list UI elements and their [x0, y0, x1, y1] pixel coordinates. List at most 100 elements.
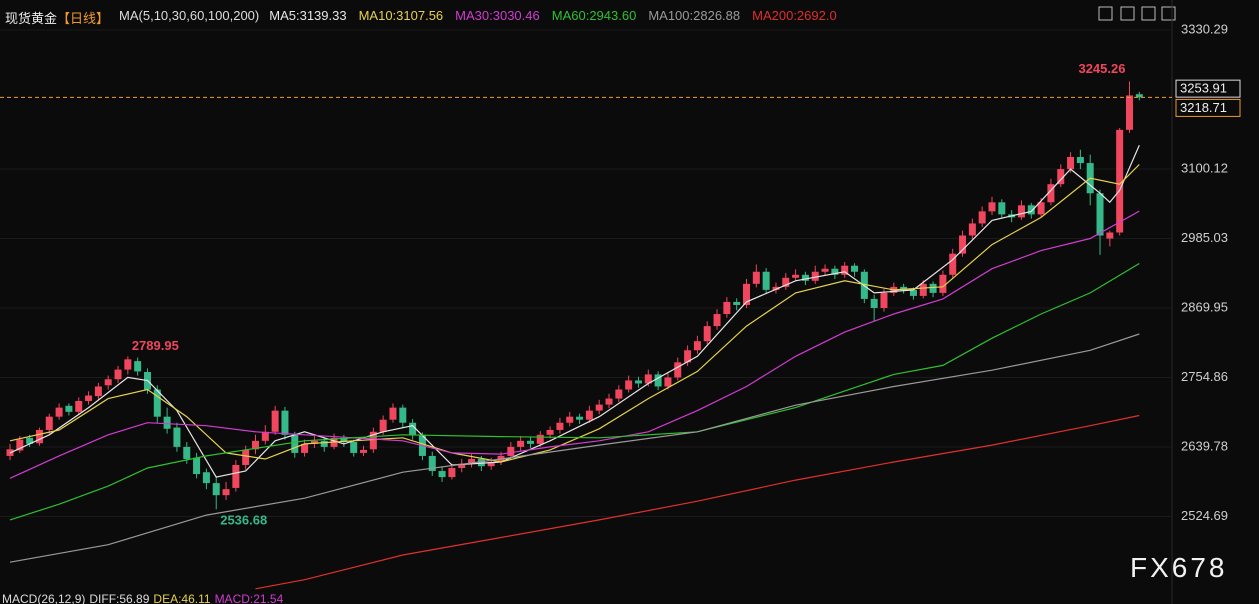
- candle-body: [900, 286, 908, 290]
- candle-body: [576, 416, 584, 420]
- watermark: FX678: [1130, 552, 1228, 583]
- candle-body: [271, 410, 279, 432]
- y-tick-label: 2754.86: [1181, 369, 1228, 384]
- candle-body: [909, 289, 917, 296]
- candle-body: [1135, 94, 1143, 98]
- candle-body: [625, 380, 633, 390]
- macd-legend: MACD(26,12,9) DIFF:56.89 DEA:46.11 MACD:21.…: [2, 592, 283, 604]
- candle-body: [173, 427, 181, 447]
- candle-body: [664, 377, 672, 387]
- candle-body: [674, 362, 682, 378]
- candle-body: [242, 449, 250, 465]
- candle-body: [153, 389, 161, 417]
- y-tick-label: 2524.69: [1181, 508, 1228, 523]
- price-marker-box: [1175, 79, 1241, 98]
- candle-body: [634, 380, 642, 384]
- candle-body: [1116, 129, 1124, 233]
- candle-body: [487, 461, 495, 467]
- candle-body: [870, 298, 878, 308]
- candle-body: [526, 440, 534, 444]
- candle-body: [566, 416, 574, 423]
- candle-body: [684, 350, 692, 363]
- candle-body: [752, 271, 760, 284]
- candle-body: [114, 369, 122, 380]
- candle-body: [1047, 184, 1055, 203]
- candle-body: [841, 265, 849, 275]
- y-tick-label: 2639.78: [1181, 438, 1228, 453]
- macd-legend-entry: DIFF:56.89: [89, 592, 150, 604]
- y-tick-label: 3100.12: [1181, 160, 1228, 175]
- instrument-title: 现货黄金: [5, 11, 58, 26]
- candle-body: [801, 274, 809, 281]
- candle-body: [939, 274, 947, 293]
- candle-body: [1067, 157, 1075, 170]
- candle-body: [1017, 205, 1025, 218]
- candle-body: [595, 404, 603, 411]
- candle-body: [134, 361, 142, 372]
- candle-body: [409, 422, 417, 435]
- candle-body: [75, 400, 83, 412]
- ma-line: [9, 210, 1140, 479]
- candle-body: [252, 440, 259, 450]
- candle-body: [605, 398, 613, 405]
- candle-body: [919, 283, 927, 296]
- candle-body: [1125, 95, 1133, 130]
- ma-line: [255, 414, 1140, 590]
- last-price-label: 3218.71: [1180, 100, 1227, 115]
- candle-body: [379, 419, 387, 432]
- candle-body: [517, 440, 525, 447]
- candle-body: [310, 440, 318, 444]
- legend-entry: MA60:2943.60: [551, 8, 637, 23]
- candle-body: [654, 374, 662, 387]
- candle-body: [399, 407, 407, 423]
- candle-body: [644, 374, 652, 384]
- legend-entry: MA200:2692.0: [752, 8, 837, 23]
- candle-body: [183, 446, 191, 459]
- macd-legend-entry: DEA:46.11: [153, 592, 211, 604]
- candle-body: [978, 211, 986, 224]
- candle-body: [124, 359, 132, 370]
- y-tick-label: 2869.95: [1181, 299, 1228, 314]
- legend-entry: MA100:2826.88: [648, 8, 741, 23]
- candle-body: [16, 439, 24, 451]
- candle-body: [222, 489, 230, 496]
- candle-body: [163, 416, 171, 429]
- extreme-label: 2789.95: [132, 338, 179, 353]
- candle-body: [369, 431, 377, 450]
- candle-body: [281, 410, 289, 435]
- candle-body: [988, 202, 996, 212]
- candle-body: [792, 274, 800, 278]
- ma-line: [9, 262, 1140, 521]
- candle-body: [831, 268, 839, 275]
- candle-body: [261, 431, 269, 441]
- candle-body: [202, 472, 210, 484]
- candle-body: [428, 455, 436, 472]
- candle-body: [733, 301, 741, 305]
- candle-body: [762, 271, 770, 290]
- candle-body: [1076, 157, 1084, 164]
- candle-body: [507, 446, 515, 456]
- legend: MA5:3139.33 MA10:3107.56 MA30:3030.46 MA60:…: [269, 8, 836, 27]
- candle-body: [65, 405, 73, 412]
- macd-legend-entry: MACD:21.54: [214, 592, 284, 604]
- candle-body: [782, 277, 790, 287]
- candle-body: [212, 483, 220, 496]
- candle-body: [585, 410, 593, 420]
- candle-body: [448, 468, 456, 478]
- ma-line: [9, 164, 1140, 463]
- y-tick-label: 3330.29: [1181, 21, 1228, 36]
- candle-body: [1057, 169, 1065, 185]
- period-label[interactable]: 【日线】: [57, 11, 110, 26]
- extreme-label: 3245.26: [1078, 61, 1125, 76]
- candle-body: [320, 440, 328, 447]
- candle-body: [291, 434, 299, 453]
- candle-body: [968, 223, 976, 236]
- candle-body: [615, 389, 623, 399]
- candle-body: [851, 265, 859, 272]
- candle-body: [477, 458, 485, 467]
- indicator-label[interactable]: MA(5,10,30,60,100,200): [119, 8, 260, 23]
- price-marker-label: 3253.91: [1180, 81, 1227, 96]
- candle-body: [998, 202, 1006, 215]
- candle-body: [438, 471, 446, 478]
